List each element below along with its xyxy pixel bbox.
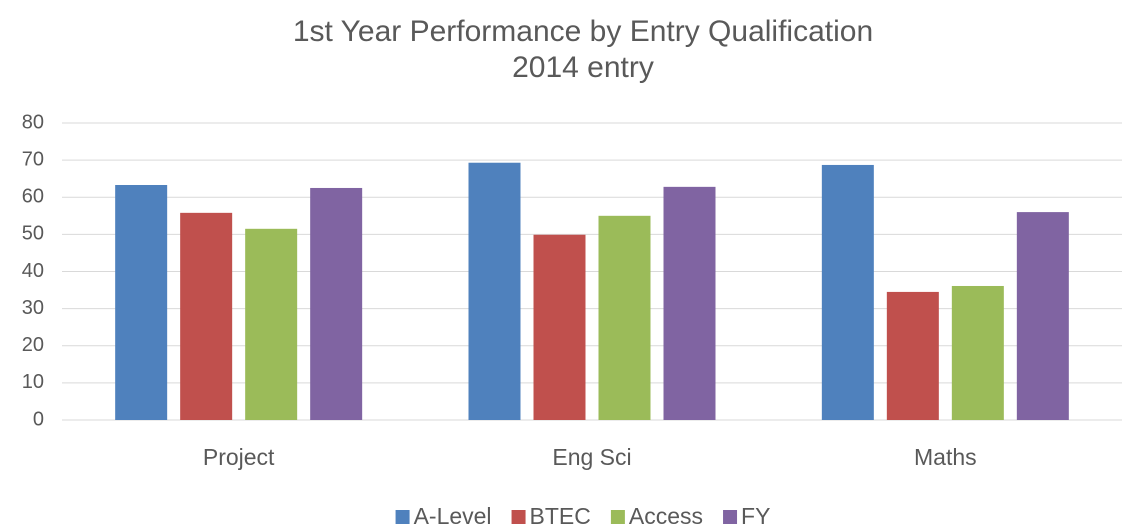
legend-label: BTEC: [530, 503, 591, 529]
legend-swatch: [511, 510, 526, 524]
y-tick-label: 60: [22, 186, 44, 208]
y-tick-label: 80: [22, 111, 44, 133]
chart-subtitle: 2014 entry: [512, 51, 654, 84]
bar: [468, 162, 521, 420]
bar: [310, 187, 363, 420]
legend-swatch: [723, 510, 738, 524]
y-tick-label: 70: [22, 148, 44, 170]
x-tick-label: Project: [203, 444, 275, 470]
y-tick-label: 0: [33, 408, 44, 430]
bar: [533, 234, 586, 420]
bar: [886, 291, 939, 420]
legend-label: FY: [741, 503, 770, 529]
y-tick-label: 20: [22, 334, 44, 356]
legend-label: A-Level: [414, 503, 492, 529]
legend-swatch: [610, 510, 625, 524]
bar: [951, 285, 1004, 420]
bar: [821, 164, 874, 420]
legend-label: Access: [629, 503, 703, 529]
y-tick-label: 50: [22, 223, 44, 245]
bar: [598, 215, 651, 420]
x-tick-label: Eng Sci: [552, 444, 631, 470]
legend-swatch: [395, 510, 410, 524]
bar: [1016, 212, 1069, 420]
y-tick-label: 10: [22, 371, 44, 393]
chart-title: 1st Year Performance by Entry Qualificat…: [293, 15, 873, 48]
x-tick-label: Maths: [914, 444, 977, 470]
bar: [663, 186, 716, 420]
bar: [180, 212, 233, 420]
bar: [245, 228, 298, 420]
y-tick-label: 40: [22, 260, 44, 282]
bar: [115, 184, 168, 420]
y-tick-label: 30: [22, 297, 44, 319]
